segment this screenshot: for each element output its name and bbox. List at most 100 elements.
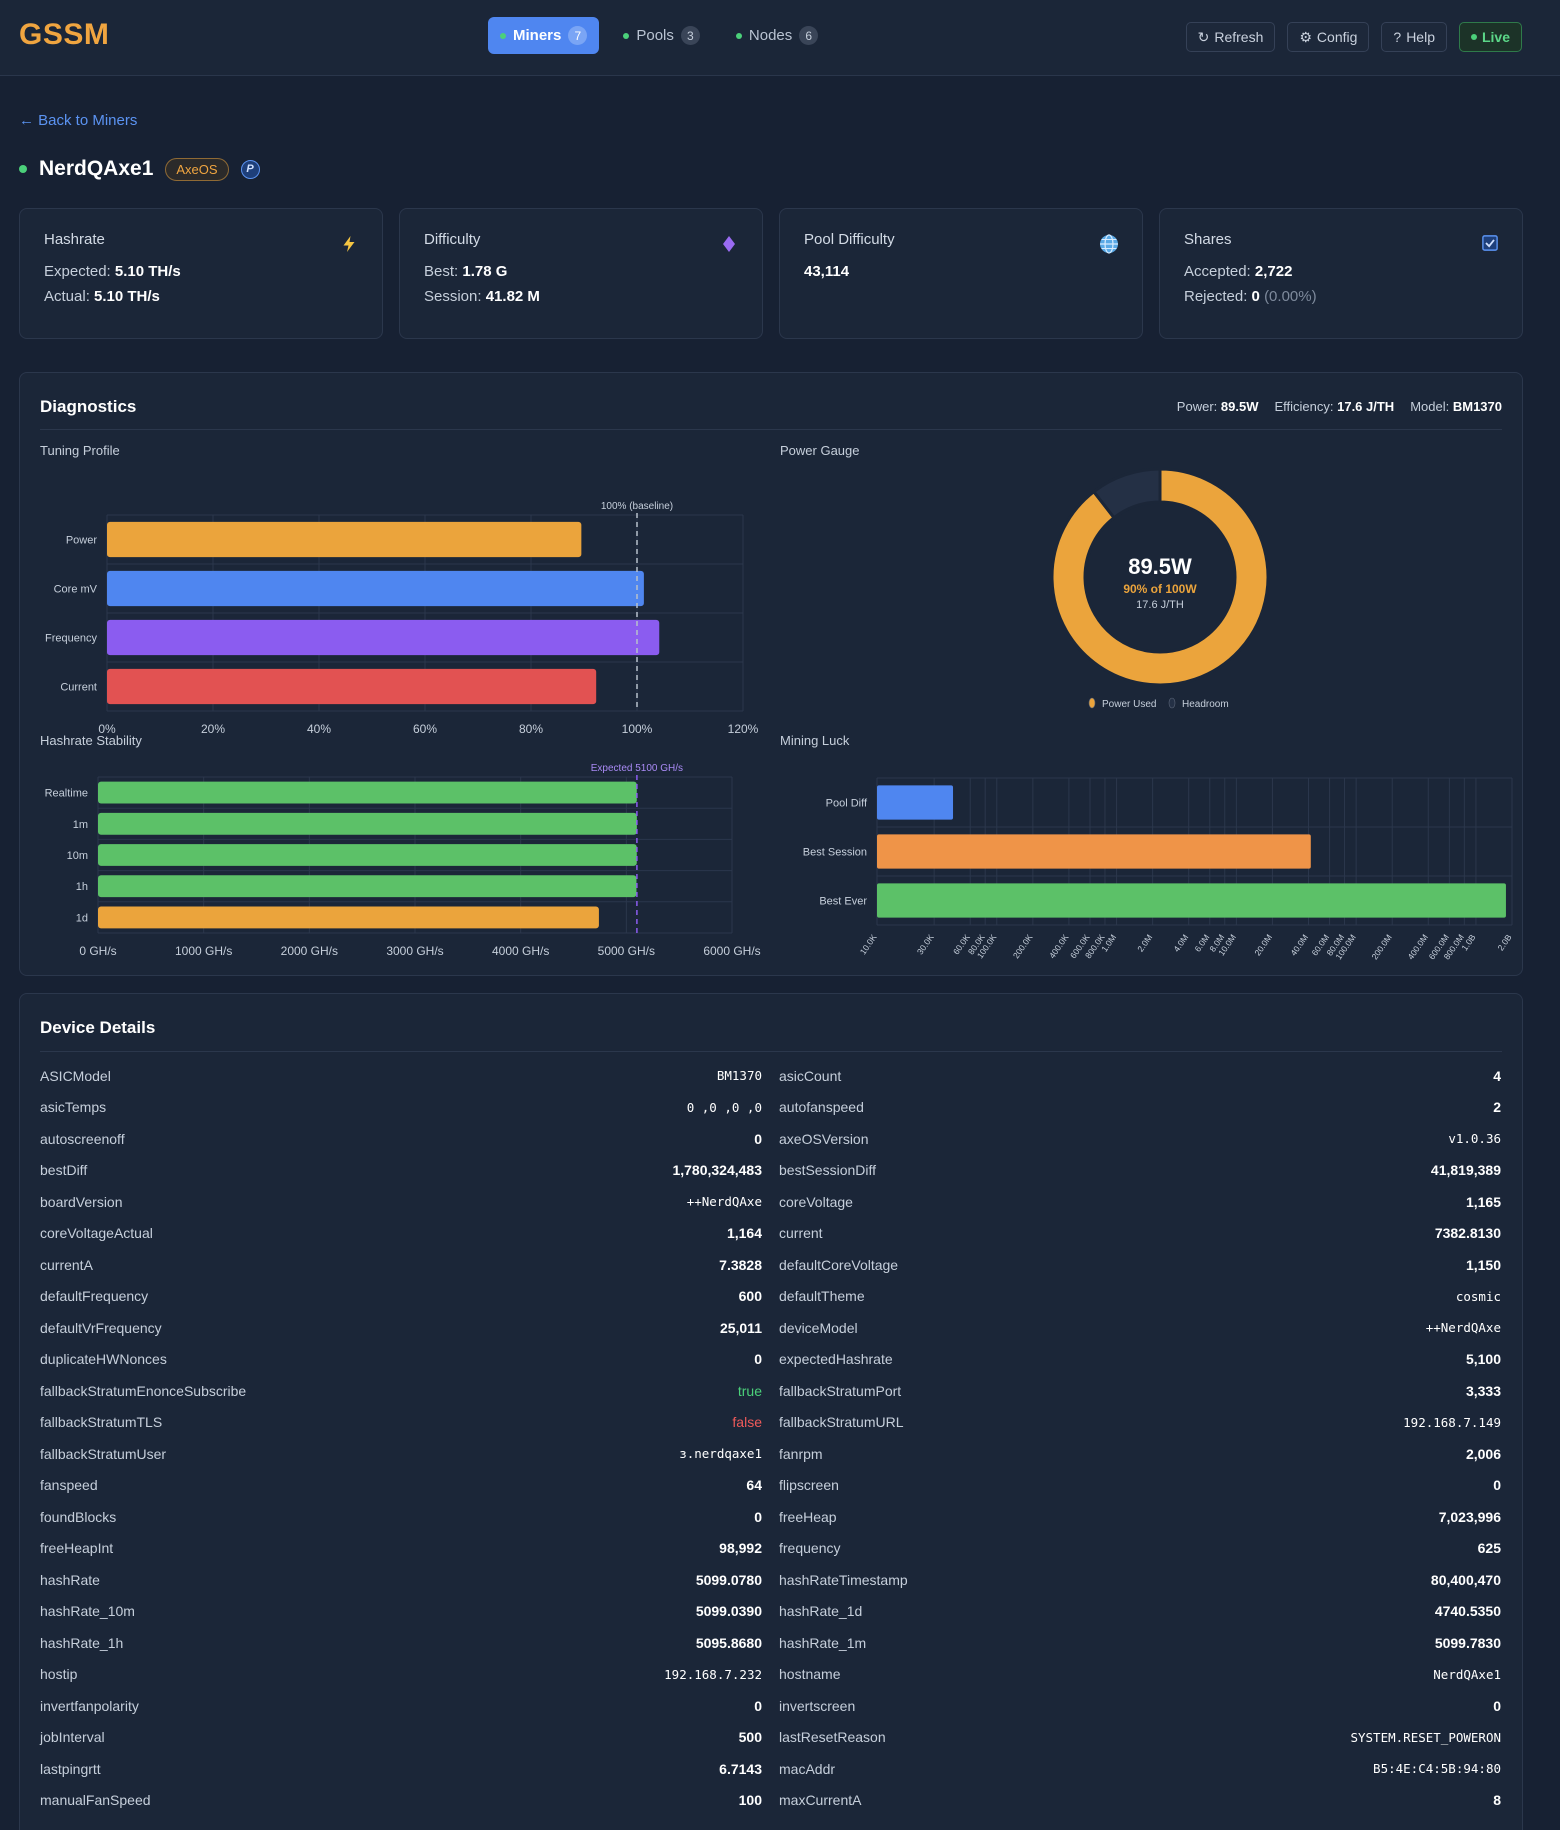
bar-1d xyxy=(98,906,599,929)
detail-key: bestDiff xyxy=(40,1162,88,1179)
tab-label: Nodes xyxy=(748,27,793,44)
reference-label: 100% (baseline) xyxy=(601,501,673,512)
detail-row: asicCount 4 xyxy=(779,1060,1501,1092)
rejected-shares: 0 xyxy=(1251,288,1260,305)
tab-miners[interactable]: Miners 7 xyxy=(488,17,600,54)
detail-value: 25,011 xyxy=(719,1319,762,1336)
bar-10m xyxy=(98,844,637,866)
detail-row: autofanspeed 2 xyxy=(779,1092,1501,1124)
detail-key: hashRate xyxy=(40,1571,100,1588)
bar-frequency xyxy=(107,619,660,656)
rejected-percent: (0.00%) xyxy=(1264,288,1317,305)
detail-row: defaultVrFrequency 25,011 xyxy=(40,1312,762,1344)
detail-key: fallbackStratumURL xyxy=(779,1414,904,1431)
gauge-slice-power-used xyxy=(1050,467,1270,687)
expected-label: Expected: xyxy=(44,263,111,280)
reference-label: Expected 5100 GH/s xyxy=(591,763,683,774)
tab-pools[interactable]: Pools 3 xyxy=(611,17,712,54)
gauge-center-efficiency: 17.6 J/TH xyxy=(1136,599,1184,611)
rejected-label: Rejected: xyxy=(1184,288,1248,305)
detail-key: axeOSVersion xyxy=(779,1130,869,1147)
y-category-label: 10m xyxy=(67,850,88,862)
status-dot xyxy=(735,32,742,39)
detail-value: 5099.0780 xyxy=(695,1571,762,1588)
divider xyxy=(40,429,1502,430)
detail-value: 1,150 xyxy=(1465,1256,1501,1273)
actual-hashrate: 5.10 TH/s xyxy=(94,288,160,305)
x-tick-label: 200.0M xyxy=(1369,932,1393,961)
pool-badge-icon[interactable]: P xyxy=(240,159,260,179)
detail-key: hashRate_1m xyxy=(779,1634,867,1651)
session-difficulty: 41.82 M xyxy=(485,288,540,305)
live-dot-icon xyxy=(1470,34,1477,40)
details-column-left: ASICModel BM1370 asicTemps 0, 0, 0, 0 autosc… xyxy=(40,1060,762,1816)
help-button[interactable]: ? Help xyxy=(1381,22,1447,52)
detail-key: fallbackStratumTLS xyxy=(40,1414,163,1431)
detail-value: 625 xyxy=(1477,1540,1501,1557)
bar-best-ever xyxy=(877,883,1506,918)
detail-key: freeHeap xyxy=(779,1508,837,1525)
detail-key: hashRateTimestamp xyxy=(779,1571,908,1588)
detail-key: fallbackStratumUser xyxy=(40,1445,167,1462)
refresh-label: Refresh xyxy=(1214,29,1264,45)
detail-value: ɜ.nerdqaxe1 xyxy=(679,1446,762,1462)
detail-value: cosmic xyxy=(1455,1288,1501,1304)
x-tick-label: 20.0M xyxy=(1252,932,1274,957)
detail-value: 0 xyxy=(1493,1697,1501,1714)
live-toggle[interactable]: Live xyxy=(1458,22,1522,52)
detail-key: autofanspeed xyxy=(779,1099,864,1116)
detail-value: NerdQAxe++ xyxy=(686,1194,762,1210)
detail-row: bestSessionDiff 41,819,389 xyxy=(779,1155,1501,1187)
refresh-button[interactable]: ↻ Refresh xyxy=(1185,22,1276,52)
detail-value: 1,165 xyxy=(1465,1193,1501,1210)
detail-row: invertfanpolarity 0 xyxy=(40,1690,762,1722)
bar-realtime xyxy=(98,781,637,804)
hashrate-card: Hashrate Expected: 5.10 TH/s Actual: 5.1… xyxy=(19,208,383,339)
y-category-label: Best Session xyxy=(803,847,867,859)
detail-key: coreVoltageActual xyxy=(40,1225,153,1242)
back-to-miners-link[interactable]: ← Back to Miners xyxy=(19,112,138,129)
detail-row: freeHeap 7,023,996 xyxy=(779,1501,1501,1533)
detail-value: SYSTEM.RESET_POWERON xyxy=(1350,1729,1501,1745)
x-tick-label: 2.0B xyxy=(1495,932,1513,952)
config-button[interactable]: ⚙ Config xyxy=(1287,22,1370,52)
detail-row: fanspeed 64 xyxy=(40,1470,762,1502)
detail-value: false xyxy=(732,1414,762,1431)
detail-row: defaultTheme cosmic xyxy=(779,1281,1501,1313)
x-tick-label: 1000 GH/s xyxy=(175,944,232,958)
detail-key: hostname xyxy=(779,1666,841,1683)
detail-value: 5,100 xyxy=(1465,1351,1501,1368)
detail-key: fanspeed xyxy=(40,1477,98,1494)
detail-key: ASICModel xyxy=(40,1067,111,1084)
detail-key: foundBlocks xyxy=(40,1508,117,1525)
diamond-icon xyxy=(723,236,735,252)
x-tick-label: 0 GH/s xyxy=(79,944,116,958)
detail-row: maxCurrentA 8 xyxy=(779,1785,1501,1817)
app-logo[interactable]: GSSM xyxy=(19,18,110,51)
detail-row: hashRate 5099.0780 xyxy=(40,1564,762,1596)
hashrate-stability-title: Hashrate Stability xyxy=(40,733,142,748)
detail-row: fallbackStratumURL 192.168.7.149 xyxy=(779,1407,1501,1439)
count-badge: 6 xyxy=(799,26,819,45)
detail-row: coreVoltage 1,165 xyxy=(779,1186,1501,1218)
detail-row: frequency 625 xyxy=(779,1533,1501,1565)
best-label: Best: xyxy=(424,263,459,280)
detail-value: 80:B5:4E:C4:5B:94 xyxy=(1373,1761,1501,1777)
details-column-right: asicCount 4 autofanspeed 2 axeOSVersion v1.0.… xyxy=(779,1060,1501,1816)
detail-row: defaultFrequency 600 xyxy=(40,1281,762,1313)
x-tick-label: 40% xyxy=(307,722,331,733)
detail-row: hashRate_10m 5099.0390 xyxy=(40,1596,762,1628)
detail-row: hashRate_1d 4740.5350 xyxy=(779,1596,1501,1628)
detail-row: hashRateTimestamp 80,400,470 xyxy=(779,1564,1501,1596)
detail-key: lastResetReason xyxy=(779,1729,886,1746)
x-tick-label: 20% xyxy=(201,722,225,733)
tab-nodes[interactable]: Nodes 6 xyxy=(724,17,830,54)
detail-key: defaultFrequency xyxy=(40,1288,149,1305)
y-category-label: Core mV xyxy=(54,584,98,596)
detail-row: defaultCoreVoltage 1,150 xyxy=(779,1249,1501,1281)
x-tick-label: 6.0M xyxy=(1192,932,1211,953)
detail-row: expectedHashrate 5,100 xyxy=(779,1344,1501,1376)
count-badge: 7 xyxy=(568,26,588,45)
detail-row: jobInterval 500 xyxy=(40,1722,762,1754)
detail-value: 5099.7830 xyxy=(1434,1634,1501,1651)
